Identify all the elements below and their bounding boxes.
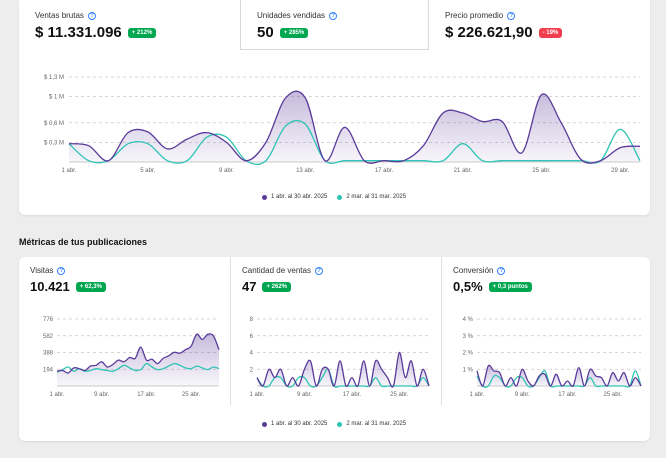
chart-legend: 1 abr. al 30 abr. 2025 2 mar. al 31 mar.…: [262, 194, 406, 200]
x-tick-label: 1 abr.: [249, 392, 264, 398]
legend-label: 2 mar. al 31 mar. 2025: [346, 194, 407, 200]
info-icon[interactable]: ?: [314, 266, 323, 275]
info-icon[interactable]: ?: [507, 11, 516, 20]
info-icon[interactable]: ?: [87, 11, 96, 20]
x-tick-label: 25 abr.: [532, 168, 551, 174]
series-area-current: [57, 333, 219, 386]
legend-dot-current: [262, 421, 267, 427]
series-line-current[interactable]: [476, 364, 642, 388]
y-tick-label: 776: [43, 317, 54, 323]
x-tick-label: 1 abr.: [49, 392, 64, 398]
kpi-label: Precio promedio: [445, 11, 504, 20]
metric-label: Visitas: [30, 266, 54, 275]
kpi-value: $ 226.621,90: [445, 24, 533, 41]
metric-label: Cantidad de ventas: [242, 266, 311, 275]
y-tick-label: 194: [43, 367, 54, 373]
legend-item-previous[interactable]: 2 mar. al 31 mar. 2025: [337, 421, 406, 427]
kpi-gross-sales[interactable]: Ventas brutas? $ 11.331.096 + 212%: [19, 0, 240, 50]
x-tick-label: 25 abr.: [604, 392, 623, 398]
legend-label: 1 abr. al 30 abr. 2025: [271, 194, 328, 200]
y-tick-label: 4: [250, 351, 254, 357]
x-tick-label: 17 abr.: [375, 168, 394, 174]
metric-sales-count: Cantidad de ventas? 47 + 262%: [230, 257, 441, 405]
x-tick-label: 13 abr.: [296, 168, 315, 174]
visits-chart[interactable]: 194 388 582 776 1 abr. 9 abr. 17 abr. 25 abr.: [33, 314, 223, 404]
metric-value: 47: [242, 279, 257, 294]
x-tick-label: 21 abr.: [454, 168, 473, 174]
x-tick-label: 17 abr.: [558, 392, 577, 398]
metric-conversion: Conversión? 0,5% + 0,3 puntos: [441, 257, 650, 405]
kpi-label: Unidades vendidas: [257, 11, 326, 20]
metric-label: Conversión: [453, 266, 494, 275]
x-tick-label: 25 abr.: [390, 392, 409, 398]
x-tick-label: 25 abr.: [182, 392, 201, 398]
y-tick-label: $ 1,3 M: [44, 75, 64, 81]
info-icon[interactable]: ?: [329, 11, 338, 20]
y-tick-label: 2: [250, 367, 254, 373]
y-tick-label: $ 0,6 M: [44, 121, 64, 127]
info-icon[interactable]: ?: [497, 266, 506, 275]
info-icon[interactable]: ?: [57, 266, 66, 275]
y-tick-label: 1 %: [463, 367, 474, 373]
kpi-label: Ventas brutas: [35, 11, 84, 20]
legend-label: 2 mar. al 31 mar. 2025: [346, 421, 407, 427]
legend-item-previous[interactable]: 2 mar. al 31 mar. 2025: [337, 194, 406, 200]
y-tick-label: 388: [43, 351, 54, 357]
legend-dot-previous: [337, 421, 343, 427]
trend-badge: - 19%: [538, 27, 563, 38]
metric-value: 0,5%: [453, 279, 483, 294]
trend-badge: + 0,3 puntos: [488, 281, 532, 292]
x-tick-label: 1 abr.: [469, 392, 484, 398]
series-line-previous[interactable]: [68, 119, 641, 165]
x-tick-label: 17 abr.: [343, 392, 362, 398]
x-tick-label: 9 abr.: [515, 392, 530, 398]
legend-dot-current: [262, 194, 267, 200]
sales-count-chart[interactable]: 2 4 6 8 1 abr. 9 abr. 17 abr. 25 abr.: [243, 314, 433, 404]
x-tick-label: 29 abr.: [611, 168, 630, 174]
sales-chart[interactable]: $ 0,3 M $ 0,6 M $ 1 M $ 1,3 M 1 abr. 5 abr. 9 …: [31, 70, 646, 180]
y-tick-label: 4 %: [463, 317, 474, 323]
legend-label: 1 abr. al 30 abr. 2025: [271, 421, 328, 427]
x-tick-label: 9 abr.: [297, 392, 312, 398]
series-area-current: [477, 365, 641, 387]
series-line-current[interactable]: [56, 333, 220, 374]
series-area-current: [257, 352, 429, 388]
y-tick-label: 8: [250, 317, 254, 323]
legend-item-current[interactable]: 1 abr. al 30 abr. 2025: [262, 194, 327, 200]
x-tick-label: 9 abr.: [219, 168, 234, 174]
section-title: Métricas de tus publicaciones: [19, 237, 148, 247]
series-line-current[interactable]: [68, 90, 641, 164]
x-tick-label: 1 abr.: [61, 168, 76, 174]
x-tick-label: 9 abr.: [94, 392, 109, 398]
metric-value: 10.421: [30, 279, 70, 294]
y-tick-label: 6: [250, 334, 254, 340]
series-area-current: [69, 91, 640, 164]
series-line-current[interactable]: [256, 351, 430, 388]
trend-badge: + 285%: [279, 27, 309, 38]
kpi-value: $ 11.331.096: [35, 24, 122, 41]
y-tick-label: 2 %: [463, 351, 474, 357]
trend-badge: + 262%: [262, 281, 291, 292]
trend-badge: + 62,3%: [75, 281, 106, 292]
trend-badge: + 212%: [127, 27, 157, 38]
x-tick-label: 17 abr.: [137, 392, 156, 398]
y-tick-label: 582: [43, 334, 54, 340]
kpi-units-sold[interactable]: Unidades vendidas? 50 + 285%: [240, 0, 429, 50]
metric-visits: Visitas? 10.421 + 62,3%: [19, 257, 230, 405]
publications-metrics-card: Visitas? 10.421 + 62,3% Cantidad de venta…: [19, 257, 650, 441]
metrics-chart-legend: 1 abr. al 30 abr. 2025 2 mar. al 31 mar.…: [262, 421, 406, 427]
conversion-chart[interactable]: 1 % 2 % 3 % 4 % 1 abr. 9 abr. 17 abr. 25 abr.: [455, 314, 645, 404]
legend-dot-previous: [337, 194, 343, 200]
sales-summary-card: Ventas brutas? $ 11.331.096 + 212% Unidad…: [19, 0, 650, 215]
kpi-value: 50: [257, 24, 274, 41]
y-tick-label: $ 0,3 M: [44, 140, 64, 146]
legend-item-current[interactable]: 1 abr. al 30 abr. 2025: [262, 421, 327, 427]
y-tick-label: $ 1 M: [49, 95, 64, 101]
x-tick-label: 5 abr.: [140, 168, 155, 174]
y-tick-label: 3 %: [463, 334, 474, 340]
kpi-average-price[interactable]: Precio promedio? $ 226.621,90 - 19%: [429, 0, 650, 50]
